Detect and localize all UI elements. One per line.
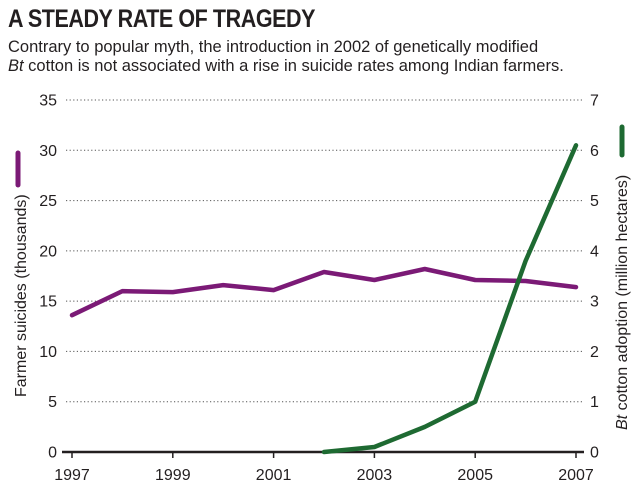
right-tick-label: 2 [590, 344, 599, 361]
left-tick-label: 30 [39, 143, 57, 160]
right-axis-ticks: 0 1 2 3 4 5 6 7 [590, 93, 599, 462]
chart-title: A STEADY RATE OF TRAGEDY [8, 5, 316, 33]
x-tick-label: 2007 [558, 467, 594, 484]
subtitle-line1: Contrary to popular myth, the introducti… [8, 38, 539, 56]
left-axis-title: Farmer suicides (thousands) [13, 194, 30, 397]
bt-cotton-adoption-line [321, 143, 579, 455]
x-tick-label: 2003 [357, 467, 393, 484]
right-tick-label: 4 [590, 243, 599, 260]
right-tick-label: 3 [590, 294, 599, 311]
chart-subtitle: Contrary to popular myth, the introducti… [8, 38, 638, 76]
left-tick-label: 0 [48, 445, 57, 462]
x-axis-ticks: 1997 1999 2001 2003 2005 2007 [54, 452, 594, 484]
farmer-suicides-line [69, 266, 579, 318]
x-tick-label: 1997 [54, 467, 90, 484]
left-tick-label: 15 [39, 294, 57, 311]
right-axis-title-bt: Bt [614, 414, 631, 430]
left-tick-label: 20 [39, 243, 57, 260]
x-tick-label: 1999 [155, 467, 191, 484]
right-tick-label: 1 [590, 394, 599, 411]
x-tick-label: 2005 [457, 467, 493, 484]
subtitle-line2: cotton is not associated with a rise in … [23, 57, 564, 75]
left-tick-label: 10 [39, 344, 57, 361]
subtitle-bt: Bt [8, 57, 24, 75]
right-tick-label: 7 [590, 93, 599, 110]
left-axis-ticks: 0 5 10 15 20 25 30 35 [39, 93, 57, 462]
x-tick-label: 2001 [256, 467, 292, 484]
right-tick-label: 5 [590, 193, 599, 210]
right-axis-title-rest: cotton adoption (million hectares) [614, 175, 631, 415]
right-axis-title: Bt cotton adoption (million hectares) [614, 175, 631, 430]
gridlines [62, 99, 584, 454]
left-tick-label: 35 [39, 93, 57, 110]
left-tick-label: 5 [48, 394, 57, 411]
left-tick-label: 25 [39, 193, 57, 210]
right-tick-label: 0 [590, 445, 599, 462]
series-lines [69, 143, 579, 455]
right-tick-label: 6 [590, 143, 599, 160]
axis-legend-swatches [15, 124, 625, 188]
